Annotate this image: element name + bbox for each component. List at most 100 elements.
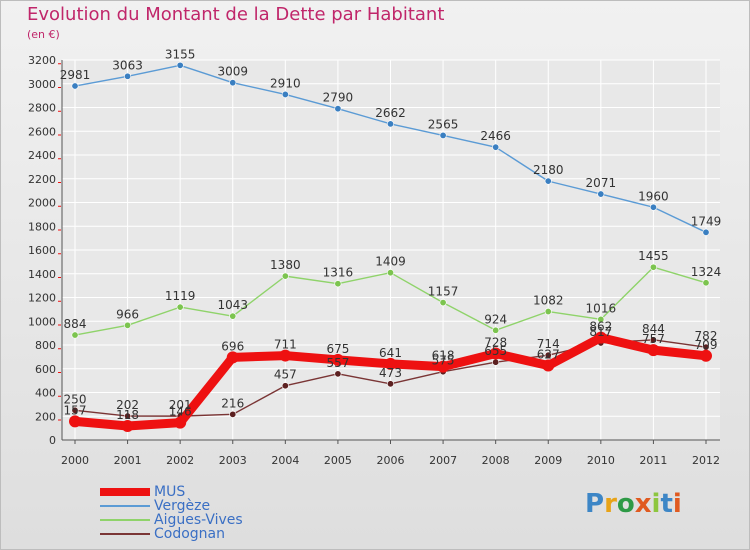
y-tick-label: 200 xyxy=(35,410,56,423)
data-point xyxy=(544,351,552,359)
logo-letter: i xyxy=(651,489,661,519)
legend-swatch-codognan xyxy=(100,533,150,535)
data-label: 575 xyxy=(432,354,455,368)
data-point xyxy=(124,321,132,329)
data-point xyxy=(229,410,237,418)
chart-title: Evolution du Montant de la Dette par Hab… xyxy=(27,4,445,25)
data-point xyxy=(226,351,239,364)
data-label: 2466 xyxy=(480,129,511,143)
x-tick-label: 2008 xyxy=(482,454,510,467)
data-label: 2662 xyxy=(375,106,406,120)
data-label: 1119 xyxy=(165,289,196,303)
data-label: 2790 xyxy=(323,91,354,105)
x-tick-label: 2010 xyxy=(587,454,615,467)
data-point xyxy=(124,412,132,420)
data-label: 1380 xyxy=(270,258,301,272)
data-label: 817 xyxy=(589,325,612,339)
data-point xyxy=(542,359,555,372)
data-point xyxy=(492,358,500,366)
data-label: 3009 xyxy=(217,65,248,79)
data-point xyxy=(492,326,500,334)
data-label: 782 xyxy=(695,329,718,343)
data-label: 201 xyxy=(169,398,192,412)
data-label: 627 xyxy=(537,348,560,362)
data-point xyxy=(647,344,660,357)
proxiti-logo: Proxiti xyxy=(585,489,682,519)
data-point xyxy=(702,279,710,287)
data-label: 1316 xyxy=(323,266,354,280)
data-point xyxy=(649,203,657,211)
legend-swatch-aigues-vives xyxy=(100,519,150,521)
data-label: 757 xyxy=(642,332,665,346)
data-label: 641 xyxy=(379,346,402,360)
data-point xyxy=(489,347,502,360)
x-tick-label: 2001 xyxy=(114,454,142,467)
data-label: 2180 xyxy=(533,163,564,177)
data-point xyxy=(176,61,184,69)
y-tick-label: 600 xyxy=(35,363,56,376)
legend-label-codognan: Codognan xyxy=(154,526,226,542)
data-label: 924 xyxy=(484,312,507,326)
data-point xyxy=(594,331,607,344)
x-tick-label: 2004 xyxy=(271,454,299,467)
data-label: 1324 xyxy=(691,265,722,279)
data-label: 473 xyxy=(379,366,402,380)
data-label: 1409 xyxy=(375,255,406,269)
legend-label-aigues-vives: Aigues-Vives xyxy=(154,512,243,528)
data-label: 966 xyxy=(116,307,139,321)
data-point xyxy=(229,312,237,320)
y-tick-label: 3000 xyxy=(28,78,56,91)
data-label: 1016 xyxy=(586,301,617,315)
data-label: 2071 xyxy=(586,176,617,190)
data-label: 1455 xyxy=(638,249,669,263)
data-label: 862 xyxy=(589,320,612,334)
data-point xyxy=(334,105,342,113)
x-tick-label: 2000 xyxy=(61,454,89,467)
data-label: 1082 xyxy=(533,294,564,308)
data-point xyxy=(439,299,447,307)
y-tick-label: 800 xyxy=(35,339,56,352)
x-tick-label: 2003 xyxy=(219,454,247,467)
x-tick-label: 2012 xyxy=(692,454,720,467)
x-tick-label: 2002 xyxy=(166,454,194,467)
y-tick-label: 1000 xyxy=(28,315,56,328)
data-point xyxy=(71,82,79,90)
data-point xyxy=(279,349,292,362)
data-point xyxy=(544,177,552,185)
data-label: 728 xyxy=(484,336,507,350)
data-point xyxy=(386,269,394,277)
data-label: 714 xyxy=(537,337,560,351)
legend-swatch-vergeze xyxy=(100,505,150,507)
y-tick-label: 1600 xyxy=(28,244,56,257)
data-label: 675 xyxy=(326,342,349,356)
data-point xyxy=(334,280,342,288)
data-label: 618 xyxy=(432,349,455,363)
legend-item-aigues-vives: Aigues-Vives xyxy=(100,513,243,527)
logo-letter: t xyxy=(660,489,673,519)
y-tick-label: 0 xyxy=(49,434,56,447)
data-point xyxy=(544,308,552,316)
data-label: 709 xyxy=(695,338,718,352)
legend-label-vergeze: Vergèze xyxy=(154,498,211,514)
legend-item-codognan: Codognan xyxy=(100,527,243,541)
data-label: 1157 xyxy=(428,285,459,299)
data-label: 146 xyxy=(169,405,192,419)
data-label: 696 xyxy=(221,339,244,353)
data-label: 2565 xyxy=(428,117,459,131)
data-point xyxy=(281,90,289,98)
data-point xyxy=(124,72,132,80)
data-point xyxy=(281,382,289,390)
data-point xyxy=(69,415,81,428)
y-tick-label: 1800 xyxy=(28,220,56,233)
data-point xyxy=(229,79,237,87)
data-point xyxy=(597,190,605,198)
data-point xyxy=(437,360,450,373)
data-label: 2910 xyxy=(270,76,301,90)
y-tick-label: 2600 xyxy=(28,125,56,138)
x-tick-label: 2005 xyxy=(324,454,352,467)
data-label: 844 xyxy=(642,322,665,336)
x-tick-label: 2006 xyxy=(377,454,405,467)
data-label: 711 xyxy=(274,338,297,352)
logo-letter: r xyxy=(604,489,617,519)
